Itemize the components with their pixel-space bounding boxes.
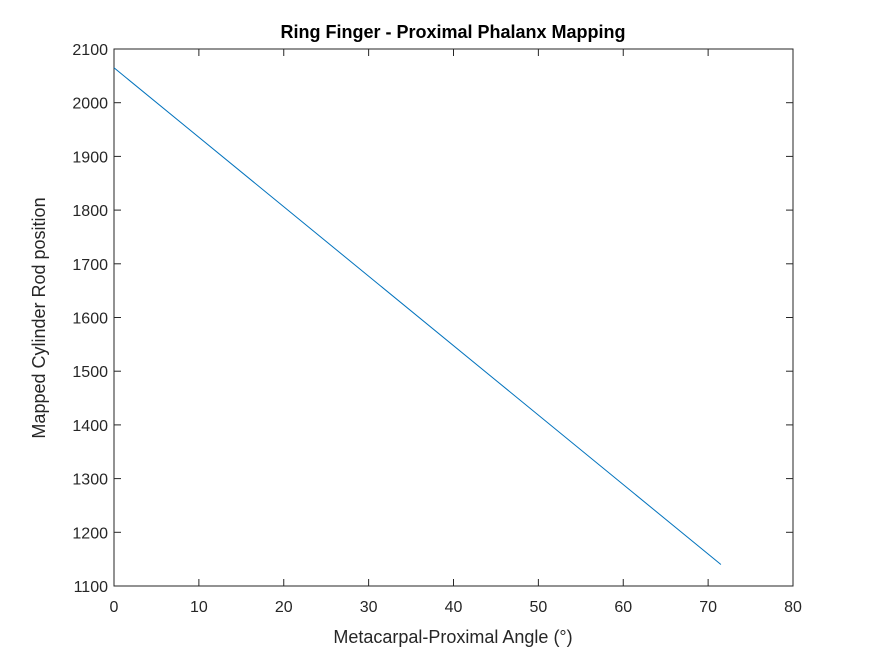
y-tick-label: 1500 bbox=[72, 364, 108, 381]
x-tick-label: 70 bbox=[699, 599, 717, 616]
y-tick-label: 1300 bbox=[72, 472, 108, 489]
y-axis-label: Mapped Cylinder Rod position bbox=[29, 197, 49, 438]
y-tick-label: 1400 bbox=[72, 418, 108, 435]
x-tick-label: 50 bbox=[529, 599, 547, 616]
y-tick-label: 1700 bbox=[72, 257, 108, 274]
y-tick-label: 1100 bbox=[74, 579, 109, 596]
x-tick-label: 60 bbox=[614, 599, 632, 616]
series-layer bbox=[113, 67, 722, 565]
x-tick-label: 0 bbox=[110, 599, 119, 616]
x-tick-label: 20 bbox=[275, 599, 293, 616]
y-tick-label: 1600 bbox=[72, 311, 108, 328]
x-tick-label: 10 bbox=[190, 599, 208, 616]
y-tick-label: 1800 bbox=[72, 203, 108, 220]
x-axis: 0 10 20 30 40 50 60 70 80 bbox=[110, 49, 802, 616]
y-axis: 1100 1200 1300 1400 1500 1600 1700 1800 1900 2000… bbox=[72, 42, 793, 596]
series-line bbox=[113, 67, 722, 565]
x-axis-label: Metacarpal-Proximal Angle (°) bbox=[333, 627, 572, 647]
x-tick-label: 30 bbox=[360, 599, 378, 616]
y-tick-label: 2100 bbox=[72, 42, 108, 59]
chart-title: Ring Finger - Proximal Phalanx Mapping bbox=[280, 22, 625, 42]
x-tick-label: 40 bbox=[445, 599, 463, 616]
x-tick-label: 80 bbox=[784, 599, 802, 616]
y-tick-label: 2000 bbox=[72, 96, 108, 113]
plot-area bbox=[113, 48, 794, 587]
y-tick-label: 1900 bbox=[72, 149, 108, 166]
y-tick-label: 1200 bbox=[72, 525, 108, 542]
